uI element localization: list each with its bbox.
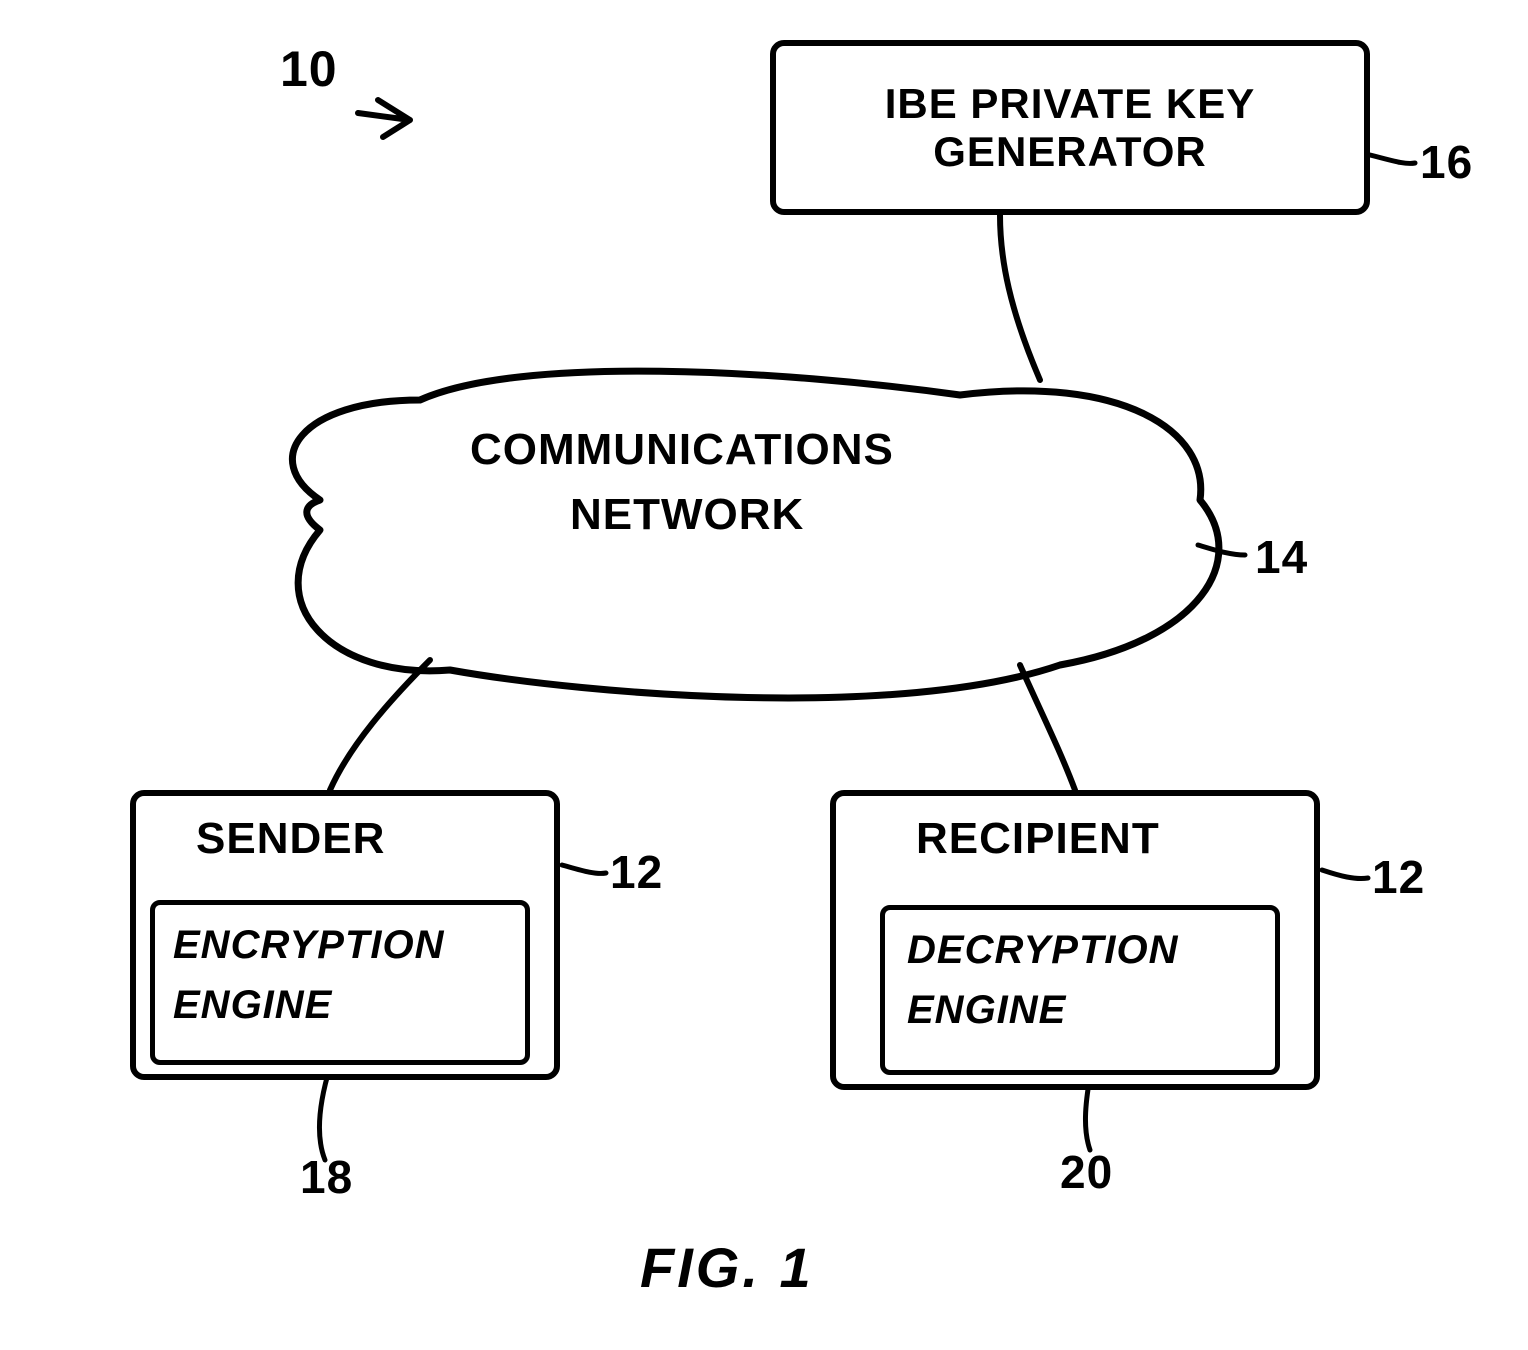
pkg-label-line2: GENERATOR	[933, 128, 1206, 176]
recipient-inner-line1: DECRYPTION	[907, 928, 1179, 973]
lead-ref18	[320, 1067, 330, 1160]
sender-inner-ref: 18	[300, 1150, 353, 1204]
pkg-box: IBE PRIVATE KEY GENERATOR	[770, 40, 1370, 215]
conn-network-sender	[330, 660, 430, 790]
lead-ref14	[1198, 545, 1245, 555]
sender-inner-line2: ENGINE	[173, 983, 332, 1028]
recipient-inner-box: DECRYPTION ENGINE	[880, 905, 1280, 1075]
conn-network-recipient	[1020, 665, 1075, 790]
figure-label: FIG. 1	[640, 1235, 814, 1300]
conn-pkg-network	[1000, 215, 1040, 380]
sender-label: SENDER	[196, 814, 385, 864]
recipient-label: RECIPIENT	[916, 814, 1160, 864]
diagram-stage: 10 IBE PRIVATE KEY GENERATOR 16 COMMUNIC…	[0, 0, 1528, 1350]
pkg-ref: 16	[1420, 135, 1473, 189]
pkg-label-line1: IBE PRIVATE KEY	[885, 80, 1256, 128]
lead-ref12-sender	[562, 865, 606, 873]
system-ref: 10	[280, 40, 338, 98]
system-arrow-icon	[358, 100, 410, 137]
sender-outer-ref: 12	[610, 845, 663, 899]
network-label-line1: COMMUNICATIONS	[470, 425, 894, 475]
sender-inner-box: ENCRYPTION ENGINE	[150, 900, 530, 1065]
recipient-inner-ref: 20	[1060, 1145, 1113, 1199]
network-ref: 14	[1255, 530, 1308, 584]
recipient-outer-ref: 12	[1372, 850, 1425, 904]
lead-ref12-recipient	[1322, 870, 1368, 879]
lead-ref16	[1370, 155, 1415, 163]
sender-inner-line1: ENCRYPTION	[173, 923, 445, 968]
recipient-inner-line2: ENGINE	[907, 988, 1066, 1033]
network-label-line2: NETWORK	[570, 490, 804, 540]
